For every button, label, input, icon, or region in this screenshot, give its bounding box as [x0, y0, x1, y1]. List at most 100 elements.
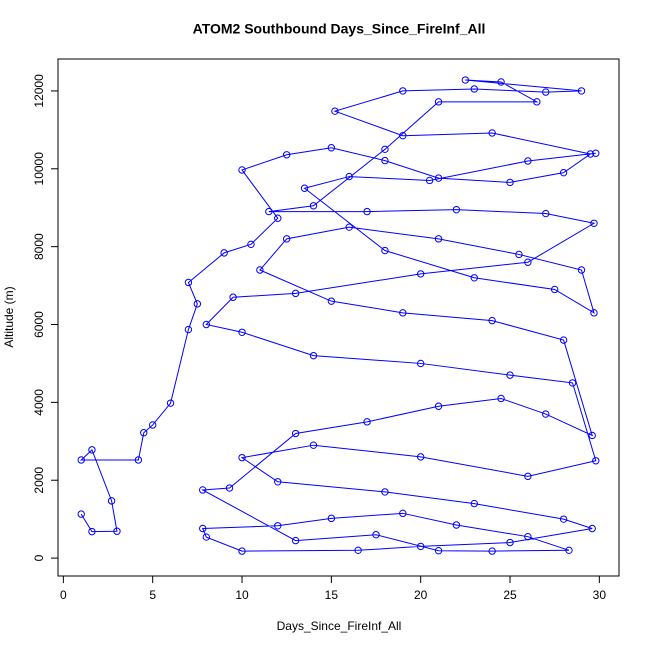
data-point [565, 546, 573, 555]
data-point [238, 328, 246, 336]
data-point [434, 235, 443, 243]
data-point [345, 172, 353, 181]
data-point [220, 249, 228, 257]
data-point [559, 515, 568, 523]
data-point [381, 246, 389, 255]
data-point [134, 456, 143, 464]
data-point [470, 274, 478, 282]
data-point [225, 484, 234, 492]
data-point [559, 336, 568, 344]
y-tick-label: 8000 [32, 233, 46, 260]
data-point [256, 266, 264, 274]
data-point [331, 107, 339, 115]
data-point [345, 223, 353, 231]
data-point [399, 309, 407, 317]
y-tick-label: 0 [32, 554, 46, 561]
data-point [327, 144, 336, 152]
data-point [372, 531, 380, 539]
data-point [434, 546, 443, 555]
plot-frame [57, 58, 620, 577]
data-point [327, 297, 336, 305]
data-point [592, 457, 600, 465]
data-point [363, 207, 371, 216]
data-point [229, 293, 237, 301]
data-point [88, 527, 96, 536]
data-point [238, 166, 246, 174]
data-point [425, 176, 434, 185]
data-point [202, 320, 210, 329]
data-point [77, 456, 85, 464]
data-point [588, 431, 596, 440]
data-point [577, 87, 586, 95]
x-tick-label: 0 [60, 588, 67, 602]
data-point [506, 538, 514, 547]
data-point [140, 429, 148, 437]
data-point [434, 98, 443, 106]
data-point [515, 250, 523, 259]
data-point [399, 131, 407, 140]
data-point [524, 532, 532, 541]
data-point [238, 453, 246, 462]
data-point [434, 174, 443, 182]
data-point [184, 278, 193, 287]
x-tick-label: 25 [503, 588, 517, 602]
data-point [199, 486, 207, 494]
data-point [166, 399, 175, 407]
data-point [88, 446, 96, 454]
data-point [524, 157, 532, 165]
data-point [506, 371, 514, 379]
data-point [588, 524, 596, 533]
data-point [274, 522, 282, 530]
data-point [247, 240, 255, 249]
data-point [470, 499, 478, 508]
data-point [416, 542, 425, 551]
data-point [592, 149, 600, 157]
data-point [452, 521, 461, 529]
y-tick-label: 6000 [32, 311, 46, 338]
data-point [488, 316, 496, 325]
data-point [416, 359, 425, 368]
data-point [113, 527, 121, 535]
data-point [533, 98, 541, 106]
data-point [542, 410, 550, 418]
data-point [399, 87, 407, 95]
data-point [274, 214, 282, 222]
y-tick-label: 10000 [32, 152, 46, 186]
y-tick-label: 12000 [32, 74, 46, 108]
data-point [586, 150, 595, 158]
data-point [282, 151, 291, 159]
data-point [577, 266, 586, 274]
data-point [542, 88, 550, 96]
x-tick-label: 10 [235, 588, 249, 602]
data-point [524, 472, 532, 481]
data-point [416, 270, 425, 278]
x-tick-label: 20 [414, 588, 428, 602]
data-line [79, 79, 597, 552]
data-point [568, 379, 577, 387]
data-point [148, 421, 157, 429]
data-point [291, 289, 300, 298]
data-point [327, 514, 336, 523]
data-point [309, 351, 318, 360]
x-tick-label: 15 [325, 588, 339, 602]
data-point [452, 205, 461, 214]
data-point [282, 235, 291, 243]
data-point [461, 76, 470, 84]
data-point [559, 168, 568, 177]
data-point [363, 418, 371, 426]
data-point [590, 309, 598, 317]
data-point [550, 285, 559, 294]
data-point [309, 441, 318, 449]
data-point [434, 402, 443, 410]
data-point [199, 524, 207, 533]
chart-title: ATOM2 Southbound Days_Since_FireInf_All [193, 21, 486, 37]
data-point [497, 78, 505, 86]
data-point [381, 156, 389, 165]
data-point [524, 258, 532, 266]
data-point [291, 429, 300, 438]
data-point [274, 478, 282, 486]
data-point [381, 488, 389, 496]
y-tick-label: 2000 [32, 467, 46, 494]
data-point [381, 145, 389, 154]
data-point [238, 547, 246, 555]
